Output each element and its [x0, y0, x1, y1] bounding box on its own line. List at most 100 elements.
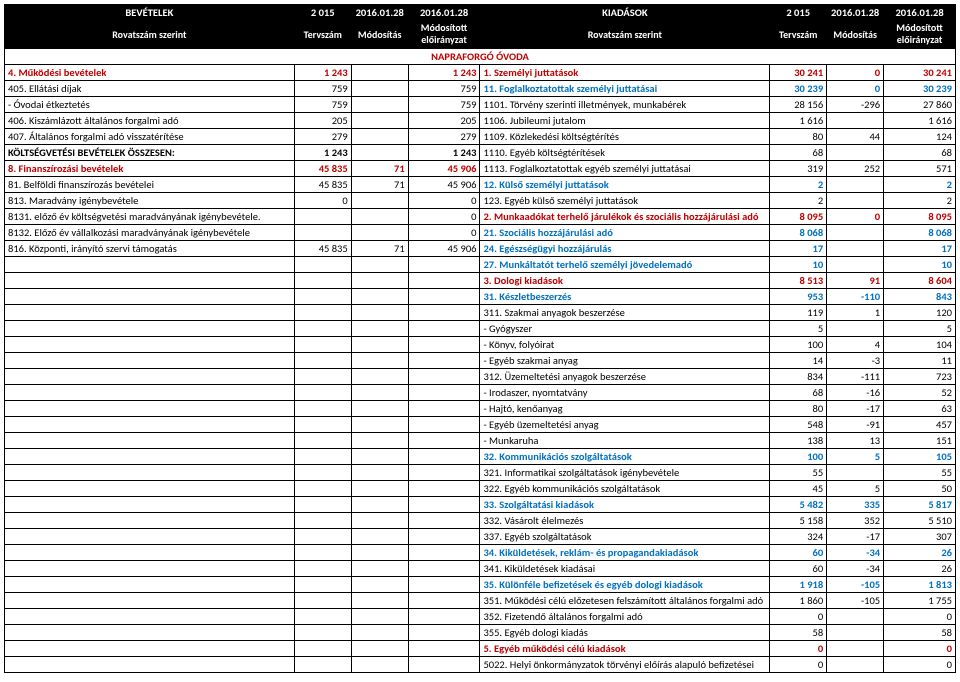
left-val-1 — [351, 81, 408, 97]
left-val-empty — [351, 289, 408, 305]
right-val-0: 60 — [770, 545, 827, 561]
left-val-empty — [408, 609, 480, 625]
left-val-empty — [408, 289, 480, 305]
right-val-1: -110 — [827, 289, 884, 305]
left-label-empty — [5, 289, 295, 305]
left-val-2: 279 — [408, 129, 480, 145]
left-val-2: 205 — [408, 113, 480, 129]
left-val-2: 1 243 — [408, 65, 480, 81]
left-val-empty — [408, 305, 480, 321]
right-val-2: 307 — [884, 529, 956, 545]
right-val-1: -16 — [827, 385, 884, 401]
right-label: 352. Fizetendő általános forgalmi adó — [480, 609, 770, 625]
right-val-0: 0 — [770, 657, 827, 673]
right-val-1: 0 — [827, 81, 884, 97]
right-val-2: 5 — [884, 321, 956, 337]
right-label: 351. Működési célú előzetesen felszámíto… — [480, 593, 770, 609]
left-val-empty — [408, 417, 480, 433]
org-name: NAPRAFORGÓ ÓVODA — [5, 48, 956, 65]
right-label: 1101. Törvény szerinti illetmények, munk… — [480, 97, 770, 113]
left-val-0 — [294, 225, 351, 241]
left-val-empty — [294, 385, 351, 401]
left-val-2: 1 243 — [408, 145, 480, 161]
left-label: 816. Központi, irányító szervi támogatás — [5, 241, 295, 257]
right-val-2: 723 — [884, 369, 956, 385]
left-val-1 — [351, 225, 408, 241]
left-val-1 — [351, 113, 408, 129]
right-label: - Gyógyszer — [480, 321, 770, 337]
right-label: 322. Egyéb kommunikációs szolgáltatások — [480, 481, 770, 497]
right-val-1: 5 — [827, 449, 884, 465]
left-val-empty — [294, 625, 351, 641]
left-label-empty — [5, 401, 295, 417]
left-label-empty — [5, 609, 295, 625]
right-val-1 — [827, 465, 884, 481]
left-val-0: 759 — [294, 97, 351, 113]
hdr-rov-l: Rovatszám szerint — [5, 21, 295, 49]
left-val-empty — [294, 513, 351, 529]
right-val-0: 60 — [770, 561, 827, 577]
left-val-empty — [294, 529, 351, 545]
left-val-empty — [351, 577, 408, 593]
left-label-empty — [5, 657, 295, 673]
left-val-empty — [408, 257, 480, 273]
right-val-1: 1 — [827, 305, 884, 321]
left-label-empty — [5, 449, 295, 465]
right-val-0: 80 — [770, 401, 827, 417]
right-label: 1113. Foglalkoztatottak egyéb személyi j… — [480, 161, 770, 177]
left-val-2: 45 906 — [408, 177, 480, 193]
right-val-1: 0 — [827, 209, 884, 225]
left-val-empty — [351, 273, 408, 289]
left-val-0: 759 — [294, 81, 351, 97]
right-label: - Munkaruha — [480, 433, 770, 449]
left-val-0: 1 243 — [294, 65, 351, 81]
left-val-empty — [351, 465, 408, 481]
left-val-2: 0 — [408, 209, 480, 225]
right-val-0: 8 068 — [770, 225, 827, 241]
right-val-0: 138 — [770, 433, 827, 449]
left-val-empty — [408, 481, 480, 497]
left-val-1 — [351, 193, 408, 209]
right-val-0: 2 — [770, 177, 827, 193]
left-val-1 — [351, 209, 408, 225]
left-val-2: 45 906 — [408, 241, 480, 257]
left-val-1 — [351, 65, 408, 81]
right-label: 312. Üzemeltetési anyagok beszerzése — [480, 369, 770, 385]
right-label: 32. Kommunikációs szolgáltatások — [480, 449, 770, 465]
right-val-2: 8 604 — [884, 273, 956, 289]
right-val-0: 8 095 — [770, 209, 827, 225]
right-val-2: 26 — [884, 561, 956, 577]
left-val-empty — [408, 593, 480, 609]
right-val-2: 5 510 — [884, 513, 956, 529]
left-val-empty — [294, 593, 351, 609]
right-val-2: 17 — [884, 241, 956, 257]
right-val-2: 2 — [884, 193, 956, 209]
left-val-empty — [408, 337, 480, 353]
hdr-terv-r: Tervszám — [770, 21, 827, 49]
left-val-empty — [351, 449, 408, 465]
left-label: 81. Belföldi finanszírozás bevételei — [5, 177, 295, 193]
left-val-2: 0 — [408, 225, 480, 241]
left-val-empty — [294, 497, 351, 513]
right-val-0: 0 — [770, 609, 827, 625]
right-val-1: -105 — [827, 577, 884, 593]
right-val-1: 44 — [827, 129, 884, 145]
left-val-empty — [408, 529, 480, 545]
right-val-1: -296 — [827, 97, 884, 113]
right-val-0: 28 156 — [770, 97, 827, 113]
left-label-empty — [5, 497, 295, 513]
left-label-empty — [5, 337, 295, 353]
right-label: 1109. Közlekedési költségtérítés — [480, 129, 770, 145]
left-label-empty — [5, 545, 295, 561]
right-label: - Könyv, folyóirat — [480, 337, 770, 353]
left-val-empty — [351, 321, 408, 337]
left-label-empty — [5, 433, 295, 449]
left-label: 8. Finanszírozási bevételek — [5, 161, 295, 177]
left-val-empty — [351, 561, 408, 577]
right-val-0: 100 — [770, 449, 827, 465]
left-val-empty — [351, 593, 408, 609]
left-val-1: 71 — [351, 161, 408, 177]
left-label-empty — [5, 353, 295, 369]
right-label: 1. Személyi juttatások — [480, 65, 770, 81]
right-val-1: 5 — [827, 481, 884, 497]
